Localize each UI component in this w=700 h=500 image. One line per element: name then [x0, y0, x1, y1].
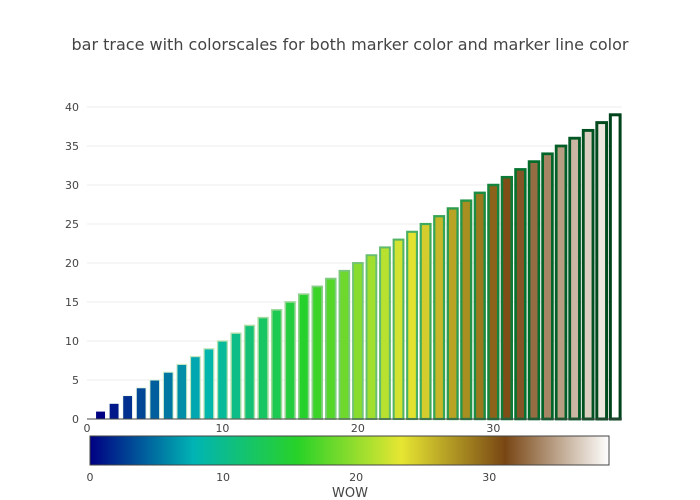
bar [446, 207, 459, 421]
bar [527, 160, 541, 421]
bar [352, 262, 364, 420]
bar [162, 371, 174, 420]
bar [311, 285, 323, 420]
bar [108, 402, 120, 420]
bar [95, 410, 106, 420]
bar [419, 222, 432, 421]
x-axis: 0 10 20 30 [84, 418, 622, 435]
colorbar-ticks: 0 10 20 30 [87, 471, 497, 484]
bar [365, 254, 378, 420]
y-tick-label: 10 [65, 335, 79, 348]
bars [95, 113, 622, 421]
bar [433, 215, 446, 421]
bar [338, 269, 351, 420]
colorbar-tick-label: 30 [482, 471, 496, 484]
bar [135, 387, 147, 420]
x-tick-label: 30 [486, 422, 500, 435]
bar [568, 136, 581, 421]
bar [284, 301, 296, 420]
bar [297, 293, 310, 420]
colorbar-bar [89, 435, 610, 466]
bar [406, 230, 419, 421]
bar [243, 324, 256, 420]
bar [541, 152, 554, 421]
bar [203, 348, 215, 420]
bar [608, 113, 622, 421]
colorbar-tick-label: 20 [349, 471, 363, 484]
colorbar-title: WOW [332, 486, 368, 500]
bar [379, 246, 391, 421]
bar [216, 340, 228, 420]
y-tick-label: 15 [65, 296, 79, 309]
colorbar-tick-label: 10 [216, 471, 230, 484]
y-tick-label: 0 [72, 413, 79, 426]
bar [270, 309, 283, 420]
x-tick-label: 20 [351, 422, 365, 435]
bar [230, 332, 242, 420]
bar [460, 199, 473, 421]
bar [473, 191, 486, 421]
bar [325, 277, 337, 420]
bar [122, 395, 133, 420]
y-tick-label: 5 [72, 374, 79, 387]
y-axis: 0 5 10 15 20 25 30 35 40 [65, 101, 79, 426]
bar [392, 238, 405, 421]
chart-title: bar trace with colorscales for both mark… [72, 35, 629, 54]
bar [176, 363, 188, 420]
y-tick-label: 25 [65, 218, 79, 231]
y-tick-label: 30 [65, 179, 79, 192]
bar [487, 183, 500, 421]
bar [595, 121, 609, 421]
bar [257, 316, 269, 420]
y-tick-label: 35 [65, 140, 79, 153]
x-tick-label: 0 [84, 422, 91, 435]
y-tick-label: 40 [65, 101, 79, 114]
y-tick-label: 20 [65, 257, 79, 270]
colorbar-tick-label: 0 [87, 471, 94, 484]
bar [581, 128, 595, 421]
bar [149, 379, 161, 420]
bar [514, 168, 527, 421]
colorbar: 0 10 20 30 WOW [87, 435, 610, 500]
x-tick-label: 10 [215, 422, 229, 435]
bar [189, 355, 201, 420]
bar [554, 144, 568, 421]
bar [500, 175, 514, 421]
